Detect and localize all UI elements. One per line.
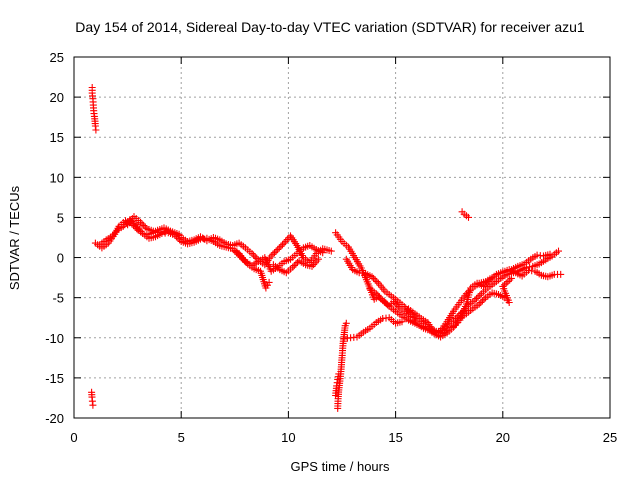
y-tick-label: 20: [50, 90, 64, 105]
y-tick-label: -15: [45, 371, 64, 386]
x-tick-label: 25: [603, 430, 617, 445]
y-tick-label: 10: [50, 170, 64, 185]
grid-lines: [74, 57, 610, 418]
x-tick-label: 5: [178, 430, 185, 445]
y-tick-label: 15: [50, 130, 64, 145]
y-tick-label: -20: [45, 411, 64, 426]
y-tick-labels: -20 -15 -10 -5 0 5 10 15 20 25: [45, 50, 64, 426]
y-axis-label: SDTVAR / TECUs: [7, 185, 22, 290]
axis-ticks: [73, 56, 611, 419]
x-tick-label: 20: [496, 430, 510, 445]
chart-title: Day 154 of 2014, Sidereal Day-to-day VTE…: [75, 19, 585, 35]
x-tick-labels: 0 5 10 15 20 25: [70, 430, 617, 445]
x-tick-label: 10: [281, 430, 295, 445]
x-tick-label: 15: [388, 430, 402, 445]
y-tick-label: -5: [52, 291, 64, 306]
y-tick-label: -10: [45, 331, 64, 346]
y-tick-label: 0: [57, 251, 64, 266]
y-tick-label: 5: [57, 210, 64, 225]
x-axis-label: GPS time / hours: [291, 459, 390, 474]
data-points: [88, 84, 565, 412]
x-tick-label: 0: [70, 430, 77, 445]
data-point-marks: [88, 84, 565, 412]
plot-frame: [73, 56, 611, 419]
y-tick-label: 25: [50, 50, 64, 65]
